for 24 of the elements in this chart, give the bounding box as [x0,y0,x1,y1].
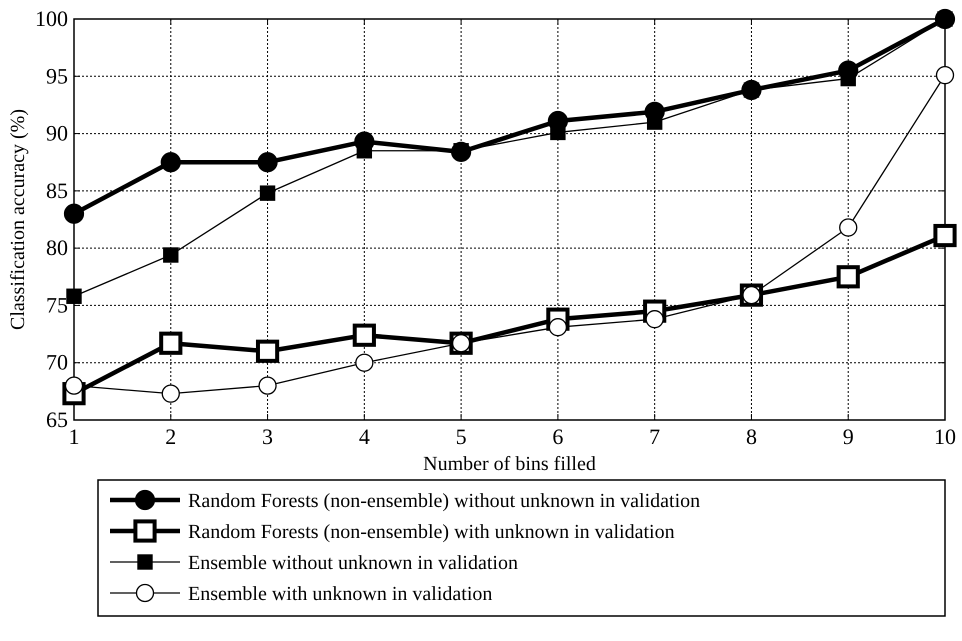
x-tick-label: 2 [165,424,176,449]
y-tick-label: 95 [46,63,68,88]
y-tick-label: 75 [46,292,68,318]
y-tick-label: 100 [35,6,68,31]
y-tick-label: 90 [46,120,68,146]
legend-label: Random Forests (non-ensemble) with unknown in validation [188,521,675,543]
legend-label: Random Forests (non-ensemble) without unknown in validation [188,490,700,512]
x-tick-label: 7 [649,424,660,449]
x-tick-label: 10 [934,424,956,449]
y-tick-label: 70 [46,350,68,375]
x-tick-label: 3 [262,424,274,449]
y-tick-label: 80 [46,235,68,260]
x-tick-label: 1 [68,424,80,449]
x-tick-label: 9 [842,424,854,449]
x-tick-label: 5 [456,424,467,449]
y-tick-label: 65 [46,407,68,432]
legend-label: Ensemble with unknown in validation [188,583,492,605]
y-axis-title: Classification accuracy (%) [7,108,29,330]
x-tick-label: 6 [552,424,564,449]
x-tick-label: 8 [746,424,757,449]
y-tick-label: 85 [46,178,68,203]
x-axis-title: Number of bins filled [423,453,596,475]
x-tick-label: 4 [358,424,370,449]
legend-label: Ensemble without unknown in validation [188,552,518,574]
